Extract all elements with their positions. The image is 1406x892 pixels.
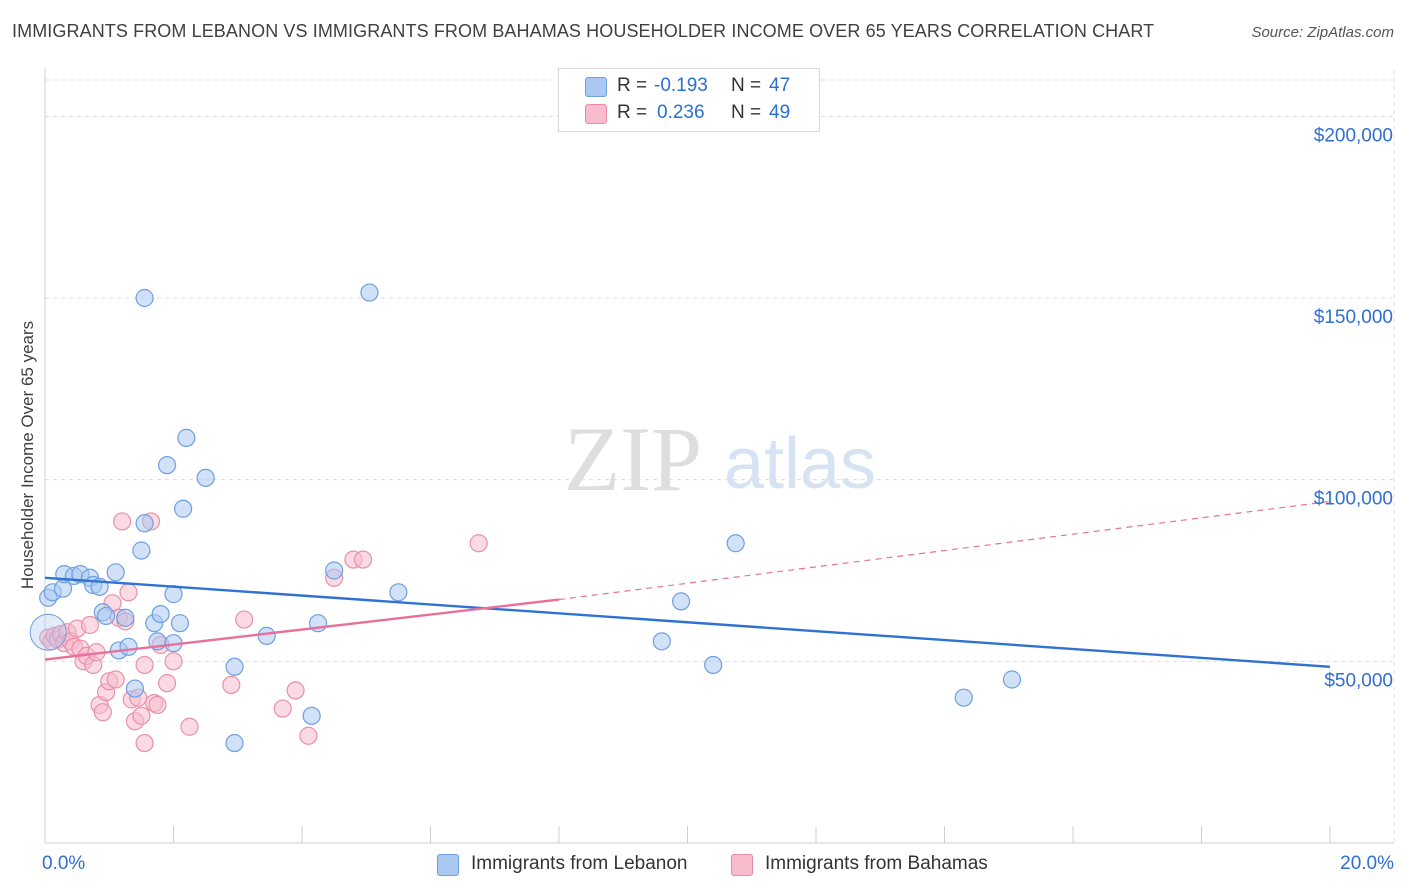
bahamas-point — [135, 733, 154, 753]
lebanon-point — [119, 637, 138, 656]
lebanon-point — [389, 583, 408, 602]
bottom-legend-swatch-lebanon — [437, 854, 459, 876]
bahamas-point — [132, 706, 151, 725]
lebanon-point — [704, 655, 723, 675]
y-tick-label: $100,000 — [1314, 489, 1393, 510]
tick-labels: $50,000 $100,000 $150,000 $200,000 0.0% 20.0% — [42, 125, 1394, 874]
trendlines — [44, 500, 1331, 668]
lebanon-point — [96, 606, 116, 626]
y-axis-label: Householder Income Over 65 years — [18, 320, 37, 590]
legend: R = -0.193 N = 47 R = 0.236 N = 49 — [558, 68, 820, 132]
legend-n-label: N = — [731, 102, 762, 123]
lebanon-point — [325, 561, 344, 580]
bottom-legend-label-bahamas: Immigrants from Bahamas — [765, 853, 988, 874]
y-tick-label: $150,000 — [1314, 307, 1393, 328]
source-credit: Source: ZipAtlas.com — [1251, 24, 1394, 41]
legend-r-value: 0.236 — [657, 102, 705, 123]
series-lebanon-points — [29, 283, 1022, 753]
bottom-legend-swatch-bahamas — [731, 854, 753, 876]
bahamas-point — [148, 695, 167, 715]
bahamas-trendline-extension — [558, 500, 1331, 601]
legend-n-label: N = — [731, 75, 762, 96]
lebanon-point — [151, 604, 170, 624]
bahamas-point — [286, 681, 305, 700]
bahamas-point — [353, 550, 373, 569]
zipatlas-watermark: ZIP atlas — [564, 408, 876, 510]
bahamas-point — [80, 615, 100, 635]
lebanon-point — [174, 499, 193, 518]
bahamas-point — [157, 674, 177, 693]
lebanon-cluster-point — [29, 613, 67, 651]
lebanon-point — [225, 733, 244, 753]
lebanon-point — [225, 657, 244, 676]
lebanon-point — [671, 592, 691, 611]
watermark-atlas: atlas — [724, 424, 876, 504]
lebanon-point — [257, 626, 276, 646]
lebanon-point — [170, 614, 190, 633]
bahamas-point — [106, 670, 125, 689]
legend-swatch-bahamas — [585, 104, 607, 124]
lebanon-point — [652, 632, 671, 651]
lebanon-point — [106, 563, 125, 582]
lebanon-point — [196, 468, 215, 487]
lebanon-point — [726, 534, 745, 553]
legend-n-value: 49 — [769, 102, 791, 123]
bahamas-point — [164, 652, 183, 671]
bahamas-point — [222, 675, 241, 695]
lebanon-point — [125, 679, 145, 698]
y-tick-label: $50,000 — [1324, 670, 1393, 691]
lebanon-point — [116, 608, 135, 627]
bahamas-point — [119, 583, 138, 602]
x-tick-label: 0.0% — [42, 853, 85, 874]
lebanon-point — [302, 706, 321, 725]
gridlines — [45, 70, 1395, 843]
bahamas-point — [180, 717, 199, 736]
legend-r-value: -0.193 — [654, 75, 708, 96]
legend-r-label: R = — [617, 102, 648, 123]
lebanon-point — [132, 541, 151, 560]
bahamas-point — [112, 512, 132, 531]
bahamas-point — [299, 726, 318, 745]
lebanon-point — [360, 283, 379, 302]
chart-title: IMMIGRANTS FROM LEBANON VS IMMIGRANTS FR… — [12, 21, 1155, 41]
axes — [44, 68, 1394, 844]
bottom-legend-label-lebanon: Immigrants from Lebanon — [471, 853, 688, 874]
bahamas-point — [93, 703, 112, 722]
legend-r-label: R = — [617, 75, 648, 96]
lebanon-point — [135, 514, 154, 533]
bahamas-trendline — [44, 598, 560, 661]
bahamas-point — [235, 610, 254, 629]
lebanon-point — [954, 688, 973, 707]
y-tick-label: $200,000 — [1314, 125, 1393, 146]
lebanon-point — [177, 428, 196, 447]
bahamas-point — [273, 699, 292, 718]
x-tick-label: 20.0% — [1340, 853, 1394, 874]
bahamas-point — [135, 655, 154, 675]
lebanon-point — [157, 456, 177, 475]
bahamas-point — [469, 534, 488, 553]
lebanon-point — [1002, 670, 1022, 689]
series-bahamas-points — [39, 512, 488, 753]
lebanon-point — [135, 288, 154, 308]
legend-swatch-lebanon — [585, 77, 607, 97]
watermark-zip: ZIP — [564, 408, 702, 510]
legend-n-value: 47 — [769, 75, 791, 96]
lebanon-trendline — [44, 576, 1331, 668]
